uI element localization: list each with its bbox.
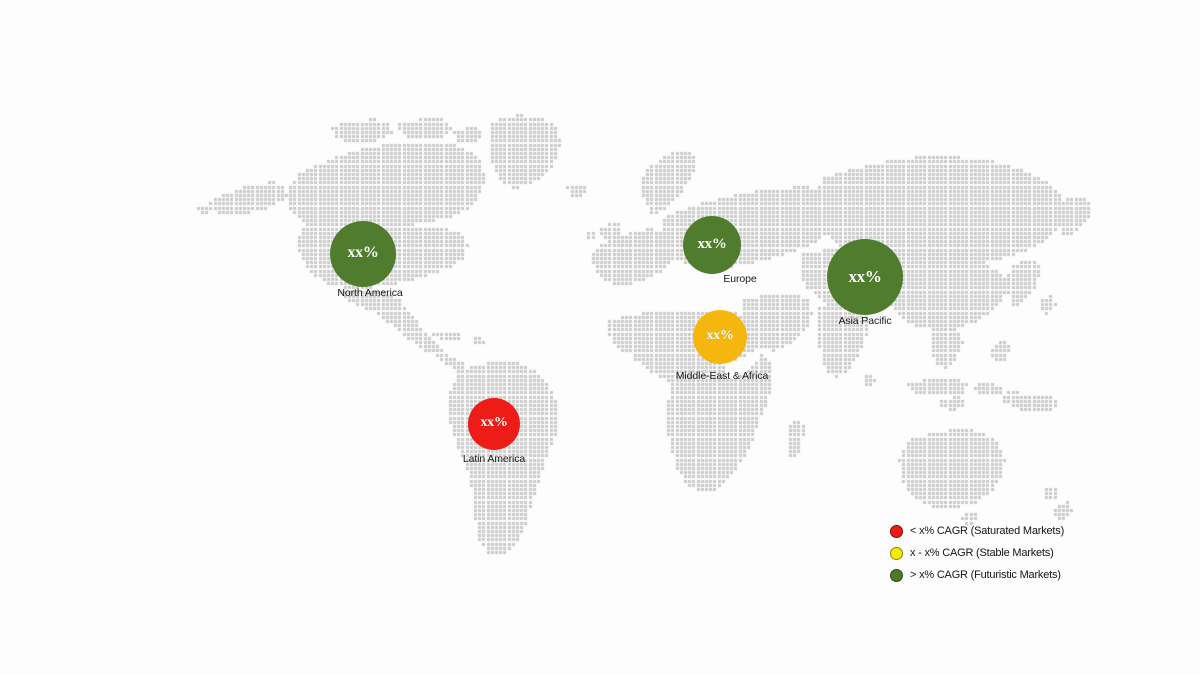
legend-item-futuristic[interactable]: > x% CAGR (Futuristic Markets) [890, 564, 1090, 586]
bubble-middle-east-africa[interactable]: xx% [693, 310, 747, 364]
bubble-value-middle-east-africa: xx% [706, 328, 734, 343]
legend-label-stable: x - x% CAGR (Stable Markets) [910, 547, 1054, 559]
region-label-north-america: North America [337, 287, 403, 299]
bubble-latin-america[interactable]: xx% [468, 398, 520, 450]
region-label-latin-america: Latin America [462, 453, 526, 465]
legend-item-stable[interactable]: x - x% CAGR (Stable Markets) [890, 542, 1090, 564]
region-label-asia-pacific: Asia Pacific [838, 315, 892, 327]
bubble-asia-pacific[interactable]: xx% [827, 239, 903, 315]
bubble-value-asia-pacific: xx% [848, 266, 882, 286]
legend: < x% CAGR (Saturated Markets) x - x% CAGR… [890, 520, 1090, 586]
region-label-europe: Europe [723, 273, 757, 285]
legend-dot-futuristic-icon [890, 568, 903, 582]
bubble-value-latin-america: xx% [480, 415, 508, 430]
bubble-europe[interactable]: xx% [683, 216, 741, 274]
region-label-middle-east-africa: Middle-East & Africa [675, 370, 769, 382]
bubble-value-north-america: xx% [347, 244, 379, 261]
legend-label-futuristic: > x% CAGR (Futuristic Markets) [910, 569, 1061, 581]
legend-item-saturated[interactable]: < x% CAGR (Saturated Markets) [890, 520, 1090, 542]
bubble-value-europe: xx% [697, 235, 727, 252]
legend-dot-stable-icon [890, 546, 903, 560]
bubble-north-america[interactable]: xx% [330, 221, 396, 287]
legend-label-saturated: < x% CAGR (Saturated Markets) [910, 525, 1065, 537]
legend-dot-saturated-icon [890, 524, 903, 538]
